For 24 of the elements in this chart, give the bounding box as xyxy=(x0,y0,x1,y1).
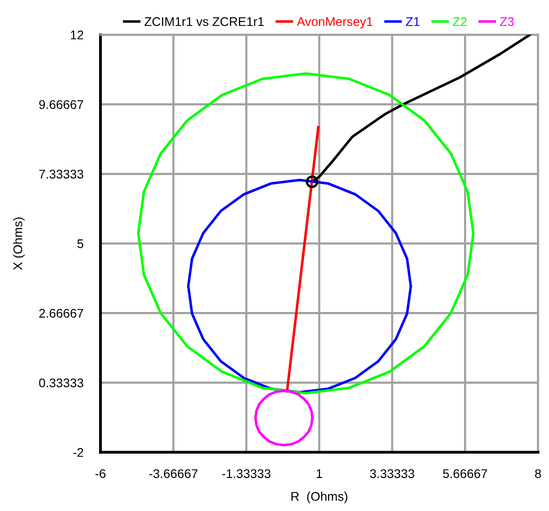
y-tick-label: -2 xyxy=(73,448,84,457)
y-tick-label: 0.33333 xyxy=(39,378,84,388)
x-tick-label: 1 xyxy=(316,469,322,478)
line-series xyxy=(187,178,412,394)
y-tick-label: 7.33333 xyxy=(39,170,84,179)
legend-label: ZCIM1r1 vs ZCRE1r1 xyxy=(144,17,264,26)
legend-label: Z1 xyxy=(406,17,420,26)
x-axis-title: R (Ohms) xyxy=(291,492,348,504)
line-series xyxy=(254,390,314,446)
y-tick-label: 9.66667 xyxy=(39,100,84,109)
y-tick-label: 5 xyxy=(77,239,84,248)
legend-label: Z2 xyxy=(453,17,467,26)
y-tick-label: 2.66667 xyxy=(39,308,84,318)
y-tick-label: 12 xyxy=(70,30,84,40)
x-tick-label: -6 xyxy=(95,469,106,478)
x-tick-label: -3.66667 xyxy=(149,469,198,478)
legend-label: AvonMersey1 xyxy=(296,17,372,28)
x-tick-label: 8 xyxy=(535,469,541,478)
x-tick-label: -1.33333 xyxy=(222,469,270,478)
x-tick-label: 5.66667 xyxy=(443,469,488,478)
x-tick-label: 3.33333 xyxy=(370,469,414,478)
line-series xyxy=(137,72,475,394)
legend-label: Z3 xyxy=(500,17,514,26)
y-axis-title: X (Ohms) xyxy=(13,218,25,270)
